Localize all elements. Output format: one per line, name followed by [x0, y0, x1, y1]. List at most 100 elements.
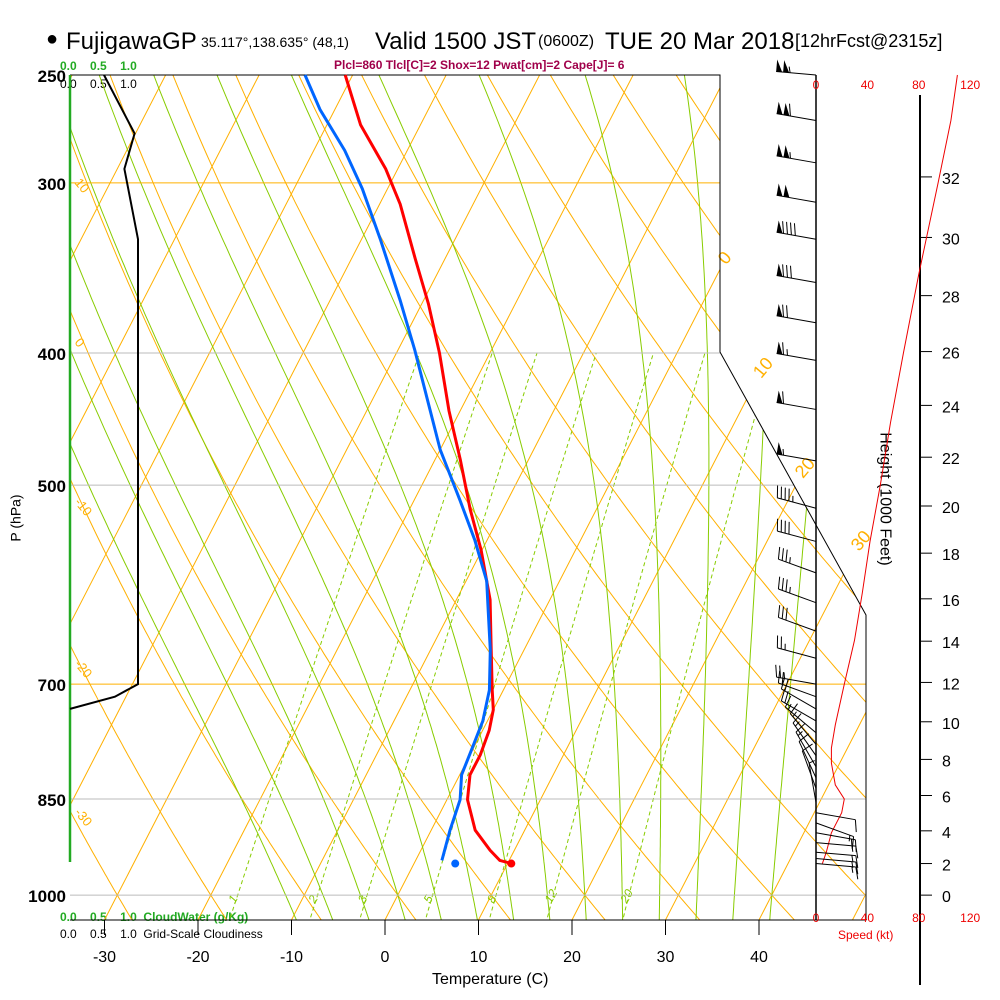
cloudiness-line — [69, 74, 139, 710]
barb-full — [777, 605, 781, 618]
isotherm-line — [569, 75, 866, 920]
barb-half — [789, 557, 791, 564]
wind-barb — [777, 605, 817, 632]
wind-barb — [780, 676, 817, 710]
barb-full — [855, 861, 859, 875]
dewpoint-line — [303, 74, 492, 861]
cl-0: 0.0 — [60, 77, 77, 91]
barb-half — [792, 711, 797, 718]
barb-staff — [815, 863, 856, 868]
dry-adiabat-line — [70, 75, 514, 920]
barb-full — [784, 695, 792, 708]
barb-pennant — [783, 102, 790, 116]
wind-barb — [776, 263, 817, 283]
wind-barb — [784, 695, 817, 734]
moist-adiabat-line — [94, 75, 443, 920]
height-tick-label: 22 — [942, 451, 960, 468]
dry-adiabat-line — [355, 75, 866, 920]
surface-temperature-dot — [507, 859, 516, 868]
barb-staff — [776, 71, 817, 76]
barb-full — [785, 549, 788, 562]
barb-full — [782, 304, 785, 318]
wind-barb — [776, 59, 817, 76]
barb-full — [795, 723, 806, 733]
height-tick-label: 18 — [942, 547, 960, 564]
barb-pennant — [776, 101, 783, 115]
barb-full — [782, 221, 785, 234]
cw-1: 1.0 — [120, 59, 137, 73]
barb-full — [780, 676, 786, 690]
mixing-ratio-line — [357, 352, 538, 920]
cloudiness-scale-top: 0.0 0.5 1.0 — [60, 77, 137, 91]
wind-barb — [815, 812, 857, 833]
height-tick-label: 0 — [942, 889, 951, 906]
barb-pennant — [776, 183, 783, 197]
dry-adiabat-line — [855, 75, 866, 920]
barb-full — [781, 548, 784, 561]
barb-pennant — [776, 341, 783, 355]
barb-full — [855, 855, 859, 868]
barb-full — [793, 223, 796, 236]
cl-0-b: 0.0 — [60, 927, 77, 941]
barb-full — [786, 221, 788, 235]
moist-adiabat-line — [285, 75, 551, 920]
moist-adiabat-line — [70, 75, 407, 920]
barb-full — [786, 305, 788, 318]
speed-tick-top: 40 — [861, 78, 875, 92]
isotherm-line — [756, 75, 866, 920]
barb-staff — [815, 851, 856, 857]
mixing-ratio-line — [308, 352, 493, 920]
wind-barb — [776, 442, 817, 462]
wind-barb — [777, 670, 817, 698]
wind-barb — [777, 546, 817, 574]
mixing-ratio-line — [545, 352, 706, 920]
x-tick-label: -30 — [93, 949, 116, 966]
barb-staff — [815, 822, 854, 838]
barb-full — [784, 690, 789, 704]
wind-barb — [776, 518, 817, 542]
barb-full — [780, 688, 786, 702]
x-tick-label: 30 — [657, 949, 675, 966]
barb-half — [851, 866, 854, 873]
wind-barb — [815, 863, 859, 880]
barb-staff — [798, 741, 817, 778]
dry-adiabat-line — [292, 75, 866, 920]
barb-full — [785, 607, 788, 621]
dry-adiabat-line — [105, 75, 609, 920]
forecast-info: [12hrFcst@2315z] — [795, 31, 943, 51]
cl-05: 0.5 — [90, 77, 107, 91]
wind-barb — [776, 144, 817, 164]
cloudiness-label: Grid-Scale Cloudiness — [143, 927, 263, 941]
wind-barb — [776, 220, 817, 240]
wind-barb — [776, 635, 817, 659]
mixing-ratio-label: 5 — [421, 892, 437, 905]
barb-staff — [815, 832, 856, 841]
barb-pennant — [776, 144, 783, 157]
barb-staff — [776, 194, 817, 203]
barb-staff — [776, 352, 817, 361]
dry-adiabat-line — [70, 75, 135, 920]
pressure-tick-label: 500 — [38, 477, 66, 496]
barb-staff — [801, 750, 817, 789]
wind-barb — [776, 341, 817, 361]
barb-full — [777, 670, 781, 684]
wind-barb — [777, 576, 817, 604]
wind-barb — [776, 390, 817, 410]
x-tick-label: -20 — [186, 949, 209, 966]
isotherm-line — [70, 75, 173, 920]
barb-staff — [815, 858, 856, 863]
moist-adiabat-line — [682, 75, 710, 920]
dry-adiabat-line — [70, 75, 230, 920]
barb-full — [798, 733, 810, 742]
dry-adiabat-line — [70, 75, 325, 920]
isotherm-line — [101, 75, 547, 920]
barb-half — [851, 845, 854, 852]
moist-adiabat-line — [70, 75, 371, 920]
barb-full — [790, 222, 792, 235]
speed-tick-top: 80 — [912, 78, 926, 92]
height-tick-label: 2 — [942, 858, 951, 875]
barb-pennant — [776, 390, 783, 404]
height-tick-label: 12 — [942, 676, 960, 693]
cloudiness-scale-bottom: 0.0 0.5 1.0 Grid-Scale Cloudiness — [60, 927, 263, 941]
